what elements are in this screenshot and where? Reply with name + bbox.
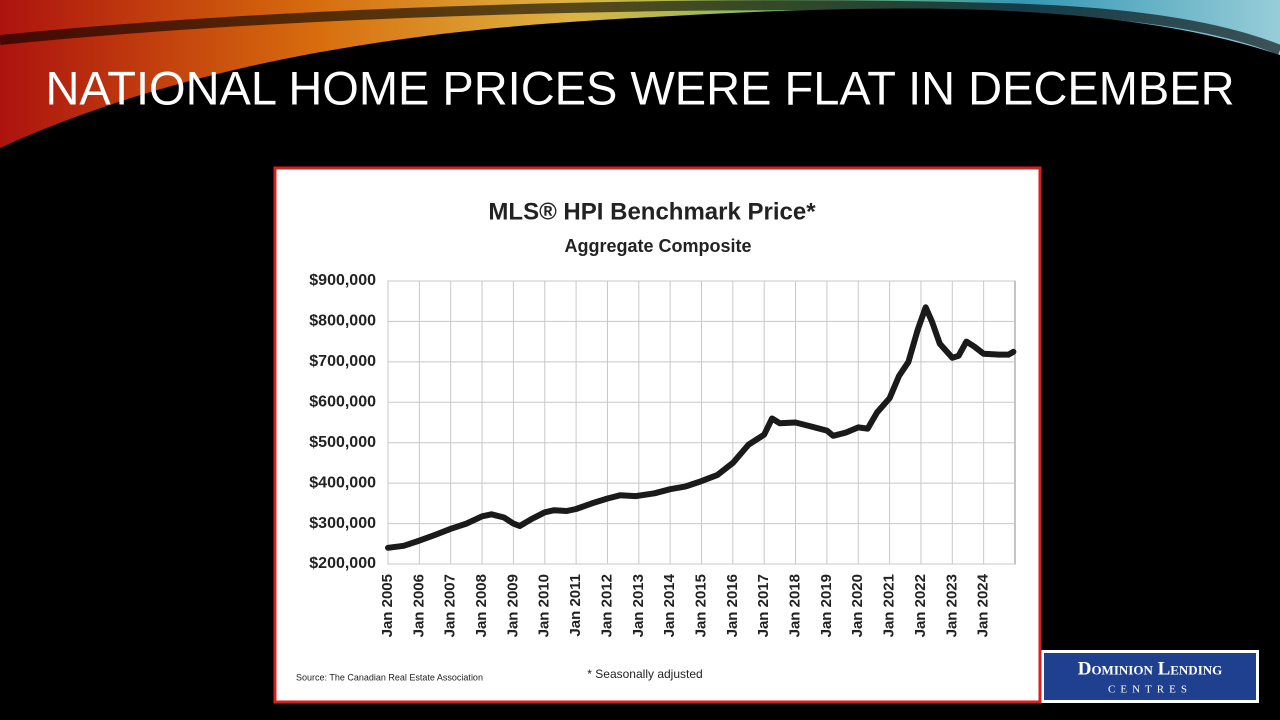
x-tick-label: Jan 2013 <box>630 574 647 637</box>
x-tick-label: Jan 2024 <box>975 573 992 637</box>
x-tick-label: Jan 2012 <box>598 574 615 637</box>
y-tick-label: $500,000 <box>309 434 376 451</box>
footnote: * Seasonally adjusted <box>587 667 702 681</box>
x-tick-label: Jan 2016 <box>724 574 741 637</box>
chart-subtitle: Aggregate Composite <box>564 236 751 256</box>
x-tick-label: Jan 2021 <box>881 574 898 637</box>
x-tick-label: Jan 2023 <box>943 574 960 637</box>
x-tick-label: Jan 2007 <box>442 574 459 637</box>
logo-name: Dominion Lending <box>1078 658 1223 679</box>
slide-title: NATIONAL HOME PRICES WERE FLAT IN DECEMB… <box>45 61 1234 114</box>
y-tick-label: $600,000 <box>309 394 376 411</box>
swoosh <box>0 0 1280 148</box>
y-tick-label: $400,000 <box>309 474 376 491</box>
x-tick-label: Jan 2010 <box>536 574 553 637</box>
y-tick-label: $200,000 <box>309 555 376 572</box>
source-note: Source: The Canadian Real Estate Associa… <box>296 672 483 682</box>
x-tick-label: Jan 2017 <box>755 574 772 637</box>
y-tick-label: $700,000 <box>309 353 376 370</box>
x-tick-label: Jan 2006 <box>410 574 427 637</box>
x-tick-label: Jan 2019 <box>818 574 835 637</box>
x-tick-label: Jan 2005 <box>379 574 396 637</box>
x-tick-label: Jan 2014 <box>661 573 678 637</box>
x-tick-label: Jan 2011 <box>567 574 584 637</box>
y-tick-label: $900,000 <box>309 272 376 289</box>
x-tick-label: Jan 2015 <box>692 574 709 637</box>
y-tick-label: $300,000 <box>309 515 376 532</box>
logo-subname: CENTRES <box>1108 684 1192 696</box>
chart-title: MLS® HPI Benchmark Price* <box>488 198 816 225</box>
x-tick-label: Jan 2022 <box>912 574 929 637</box>
x-tick-label: Jan 2018 <box>787 574 804 637</box>
y-tick-label: $800,000 <box>309 313 376 330</box>
x-tick-label: Jan 2020 <box>849 574 866 637</box>
x-tick-label: Jan 2009 <box>504 574 521 637</box>
price-line <box>385 304 1017 551</box>
x-tick-label: Jan 2008 <box>473 574 490 637</box>
